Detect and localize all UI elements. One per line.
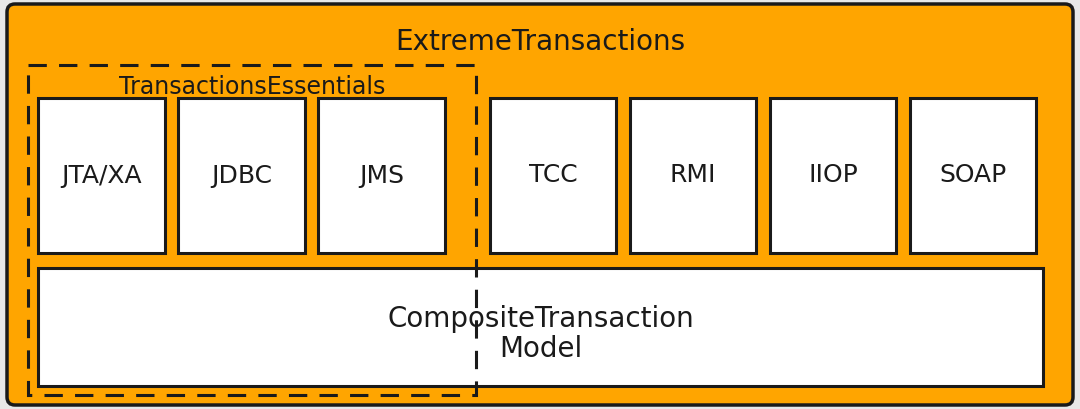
Text: SOAP: SOAP bbox=[940, 164, 1007, 187]
Bar bbox=[490, 98, 616, 253]
Text: TCC: TCC bbox=[529, 164, 578, 187]
Text: JMS: JMS bbox=[359, 164, 404, 187]
Bar bbox=[38, 98, 165, 253]
Bar bbox=[770, 98, 896, 253]
Text: IIOP: IIOP bbox=[808, 164, 858, 187]
FancyBboxPatch shape bbox=[6, 4, 1074, 405]
Bar bbox=[28, 65, 476, 395]
Text: TransactionsEssentials: TransactionsEssentials bbox=[119, 75, 386, 99]
Text: RMI: RMI bbox=[670, 164, 716, 187]
Bar bbox=[38, 268, 1043, 386]
Bar bbox=[178, 98, 305, 253]
Bar bbox=[910, 98, 1036, 253]
Bar bbox=[318, 98, 445, 253]
Text: JTA/XA: JTA/XA bbox=[62, 164, 141, 187]
Bar bbox=[630, 98, 756, 253]
Text: JDBC: JDBC bbox=[211, 164, 272, 187]
Text: CompositeTransaction: CompositeTransaction bbox=[387, 305, 693, 333]
Text: Model: Model bbox=[499, 335, 582, 363]
Text: ExtremeTransactions: ExtremeTransactions bbox=[395, 28, 685, 56]
